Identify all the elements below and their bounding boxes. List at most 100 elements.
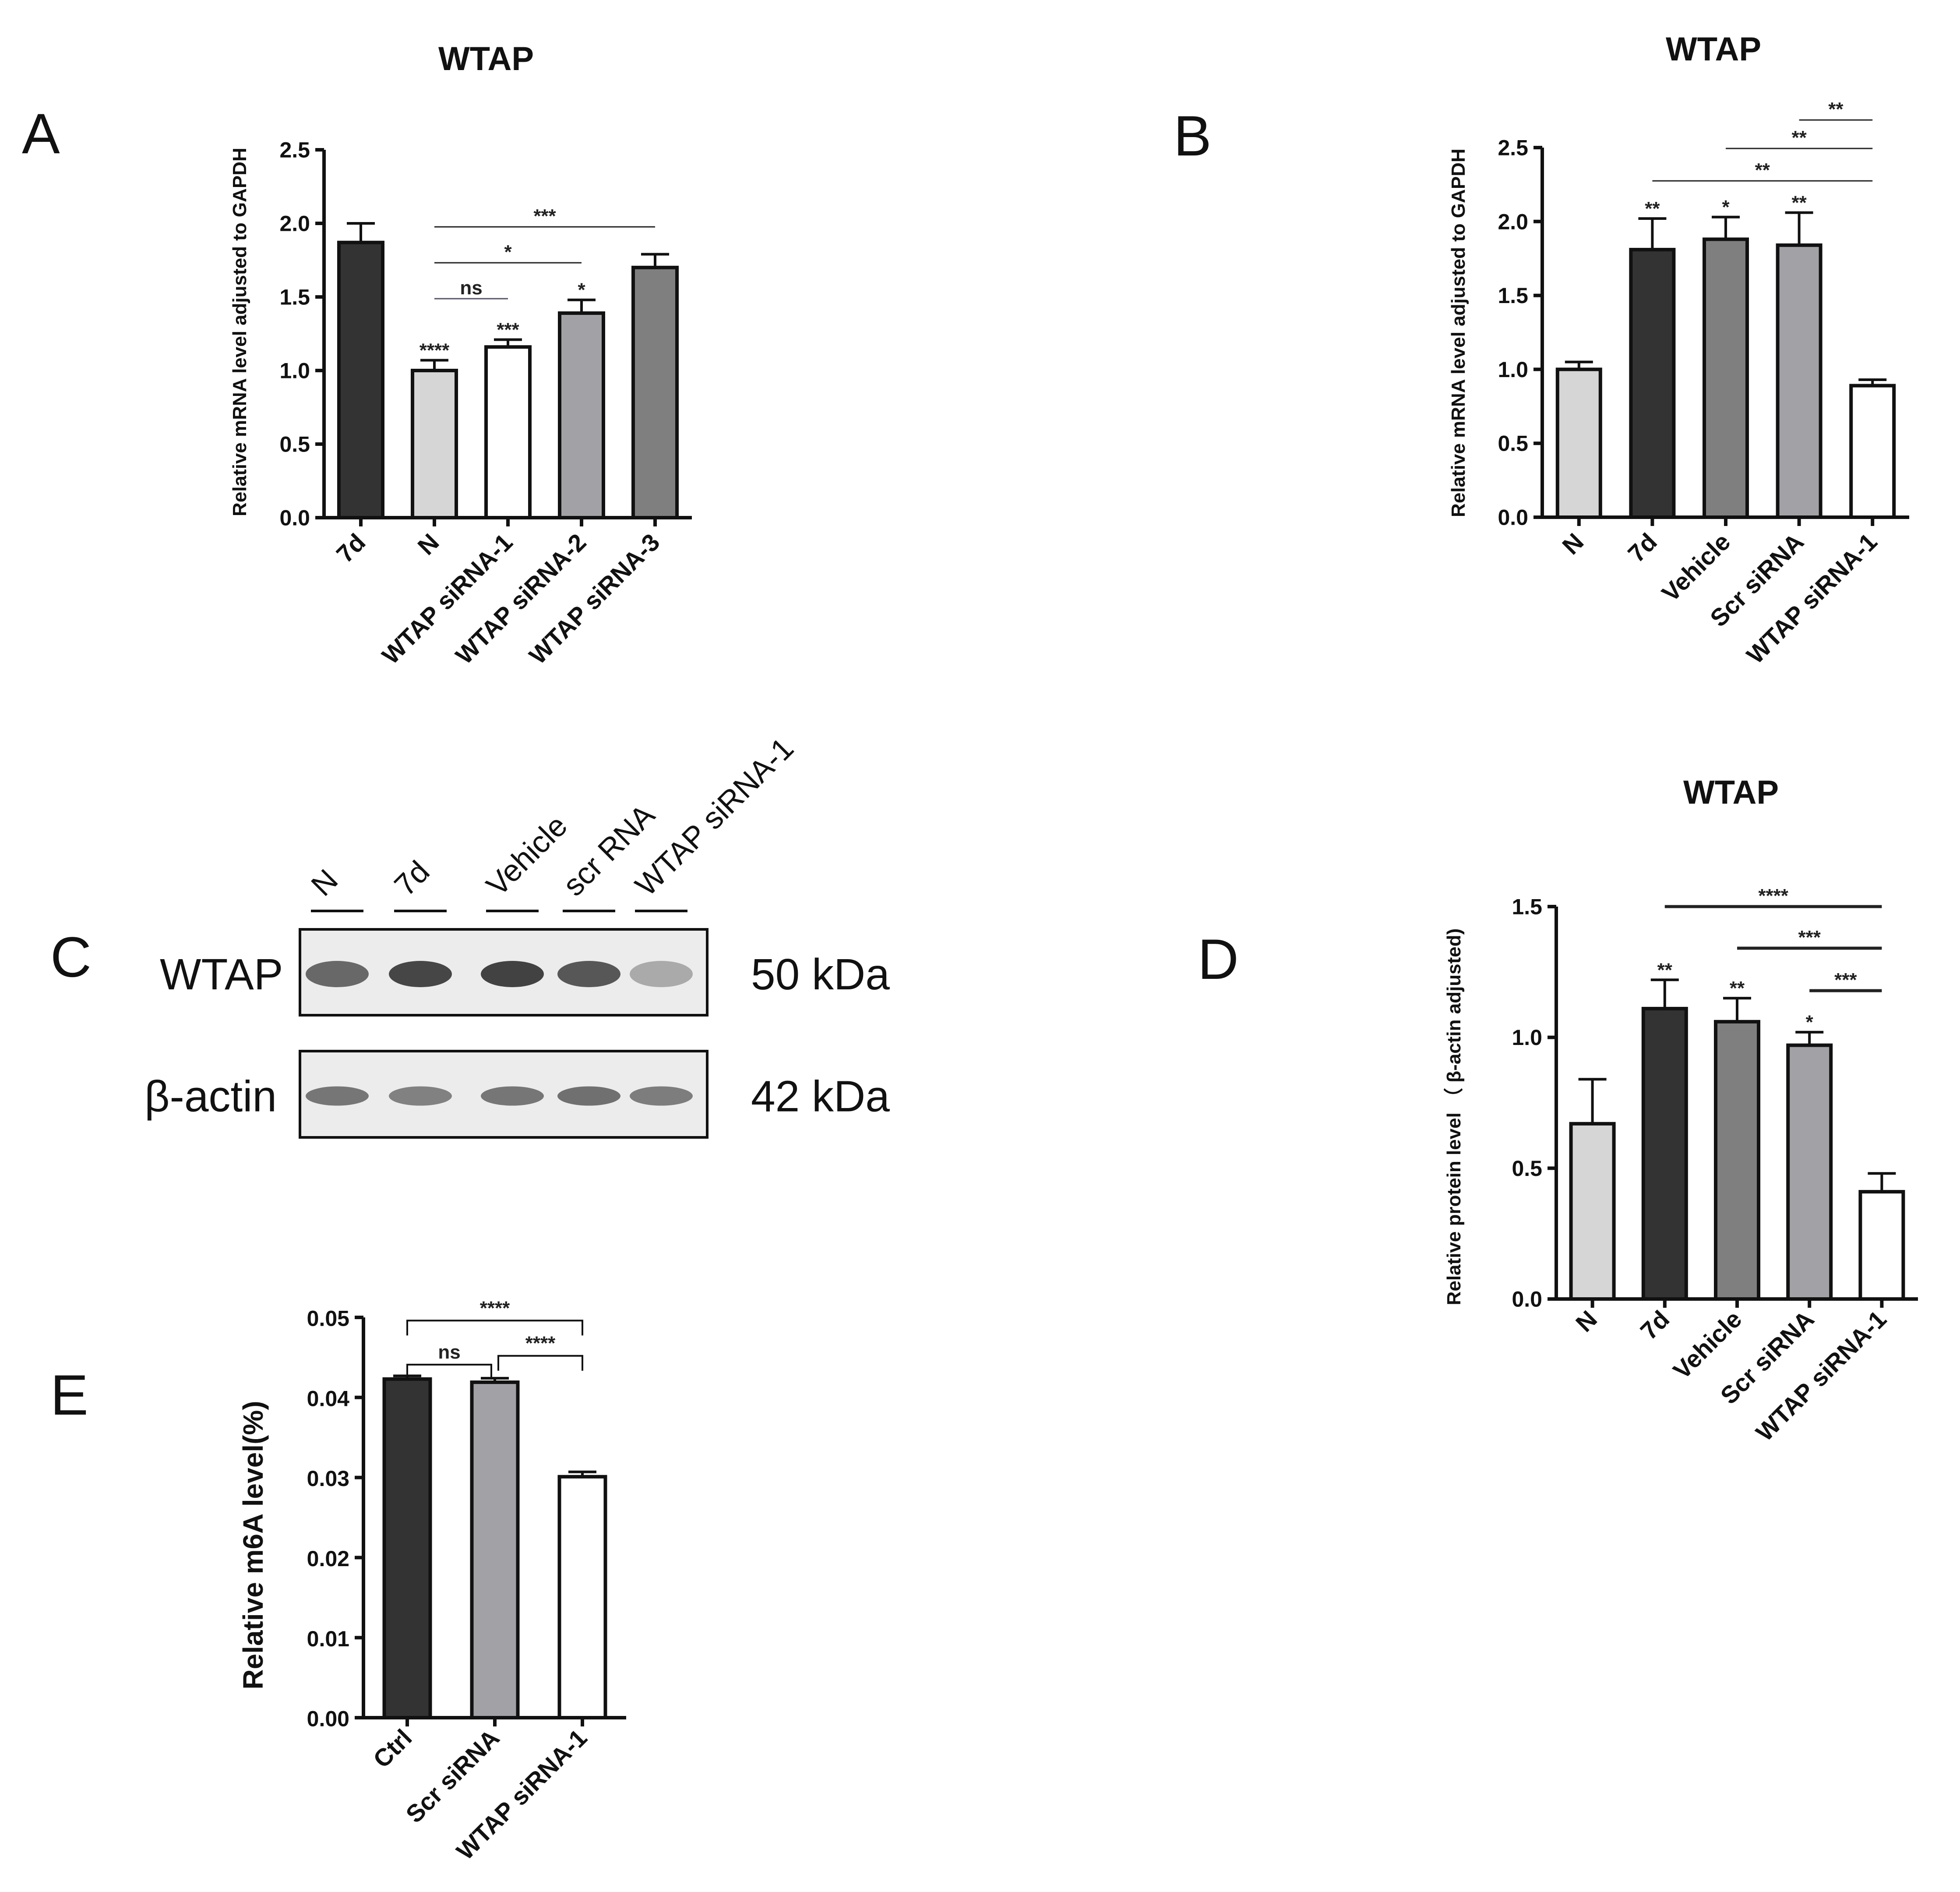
y-tick-label: 0.03: [307, 1466, 349, 1491]
category-label: WTAP siRNA-1: [1741, 528, 1882, 669]
blot-row-label: β-actin: [145, 1072, 277, 1121]
significance-bracket: [497, 1355, 583, 1371]
lane-label: N: [304, 863, 344, 903]
y-tick-label: 2.5: [1498, 136, 1528, 160]
y-tick-label: 1.5: [1498, 283, 1528, 308]
chart-e: Relative m6A level(%) 0.00 0.01 0.02 0.03 0.…: [237, 1297, 626, 1865]
lane-label: Vehicle: [479, 808, 574, 903]
blot-band: [557, 1086, 620, 1106]
category-label: N: [1570, 1305, 1602, 1337]
y-tick-label: 0.0: [279, 506, 310, 530]
category-label: WTAP siRNA-1: [377, 528, 518, 669]
category-label: 7d: [331, 528, 371, 568]
y-tick-label: 0.5: [279, 432, 310, 457]
bar-significance-label: ****: [419, 339, 450, 361]
chart-a: WTAP Relative mRNA level adjusted to GAP…: [229, 40, 692, 669]
category-label: 7d: [1635, 1305, 1675, 1345]
y-tick-label: 0.01: [307, 1627, 349, 1651]
blot-band: [389, 1086, 452, 1106]
y-tick-label: 2.5: [279, 138, 310, 162]
blot-band: [481, 1086, 544, 1106]
significance-bracket: [406, 1320, 583, 1336]
bar-significance-label: *: [578, 279, 585, 301]
significance-label: ns: [460, 277, 482, 299]
significance-label: ****: [525, 1333, 556, 1354]
panel-letter-e: E: [50, 1363, 88, 1427]
blot-band: [630, 1086, 693, 1106]
y-tick-label: 0.00: [307, 1707, 349, 1731]
y-tick-label: 1.0: [1512, 1025, 1542, 1050]
bar: [1555, 367, 1602, 519]
category-label: N: [412, 528, 444, 560]
category-label: Ctrl: [368, 1724, 417, 1773]
bar: [558, 311, 605, 520]
blot-band: [630, 961, 693, 987]
significance-label: **: [1828, 99, 1844, 120]
category-label: 7d: [1622, 528, 1662, 568]
bar: [470, 1380, 520, 1720]
bar-significance-label: **: [1730, 978, 1745, 999]
bar: [1776, 243, 1823, 519]
bar: [1849, 384, 1896, 519]
significance-label: ***: [533, 205, 556, 227]
y-tick-label: 0.02: [307, 1546, 349, 1571]
blot-band: [481, 961, 544, 987]
y-tick-label: 0.5: [1498, 431, 1528, 456]
bar-significance-label: ***: [497, 319, 519, 340]
blot-row-label: WTAP: [160, 950, 283, 999]
chart-b-title: WTAP: [1666, 31, 1761, 68]
blot-band: [389, 961, 452, 987]
significance-label: ***: [1798, 927, 1821, 948]
bar: [1569, 1122, 1616, 1301]
bar: [1786, 1043, 1833, 1301]
chart-b: WTAP Relative mRNA level adjusted to GAP…: [1448, 31, 1909, 669]
panel-letter-d: D: [1198, 927, 1239, 991]
chart-a-title: WTAP: [438, 40, 534, 78]
panel-letter-c: C: [50, 925, 92, 989]
y-tick-label: 2.0: [279, 212, 310, 236]
bar-significance-label: **: [1791, 192, 1807, 214]
y-tick-label: 1.0: [279, 359, 310, 383]
bar: [411, 369, 458, 519]
bar: [557, 1475, 607, 1719]
bar: [337, 240, 384, 519]
bar: [382, 1377, 432, 1720]
chart-d-y-axis-label: Relative protein level （ β-actin adjuste…: [1443, 928, 1465, 1306]
bar-significance-label: **: [1645, 198, 1660, 219]
chart-d-title: WTAP: [1683, 774, 1779, 811]
category-label: WTAP siRNA-2: [450, 528, 591, 669]
bar-significance-label: *: [1722, 197, 1730, 218]
bar: [631, 265, 679, 519]
y-tick-label: 0.5: [1512, 1156, 1542, 1181]
blot-size-label: 50 kDa: [751, 950, 890, 999]
y-tick-label: 1.5: [279, 285, 310, 310]
category-label: N: [1557, 528, 1589, 560]
bar: [1714, 1020, 1760, 1301]
y-tick-label: 1.5: [1512, 895, 1542, 919]
lane-label: 7d: [388, 854, 436, 902]
category-label: WTAP siRNA-1: [1750, 1305, 1891, 1446]
bar: [1703, 237, 1749, 519]
y-tick-label: 0.0: [1512, 1287, 1542, 1312]
bar: [1858, 1190, 1905, 1301]
blot-size-label: 42 kDa: [751, 1072, 890, 1121]
y-tick-label: 2.0: [1498, 209, 1528, 234]
y-tick-label: 0.05: [307, 1306, 349, 1331]
significance-label: ***: [1834, 969, 1857, 991]
chart-a-y-axis-label: Relative mRNA level adjusted to GAPDH: [229, 148, 250, 516]
category-label: WTAP siRNA-3: [524, 528, 665, 669]
y-tick-label: 0.0: [1498, 505, 1528, 530]
significance-label: ns: [438, 1341, 460, 1363]
bar: [484, 345, 532, 519]
significance-label: **: [1755, 159, 1770, 181]
chart-e-y-axis-label: Relative m6A level(%): [237, 1401, 269, 1689]
panel-letter-a: A: [22, 102, 60, 166]
y-tick-label: 1.0: [1498, 357, 1528, 382]
chart-d: WTAP Relative protein level （ β-actin ad…: [1443, 774, 1918, 1446]
blot-band: [306, 961, 369, 987]
significance-label: *: [504, 241, 512, 263]
bar-significance-label: *: [1806, 1012, 1814, 1033]
bar: [1641, 1006, 1688, 1301]
chart-b-y-axis-label: Relative mRNA level adjusted to GAPDH: [1448, 148, 1469, 517]
